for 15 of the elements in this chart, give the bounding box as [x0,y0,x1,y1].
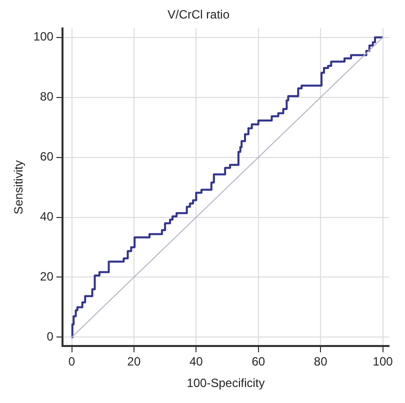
y-tick-label: 80 [40,90,54,104]
x-tick-label: 40 [189,354,204,369]
y-axis-title: Sensitivity [12,160,26,214]
y-tick-label: 60 [40,150,54,164]
y-tick-label: 20 [40,270,54,284]
x-axis-title: 100-Specificity [186,376,265,390]
y-tick-label: 40 [40,210,54,224]
x-tick-label: 80 [314,354,328,369]
x-tick-label: 20 [127,354,141,369]
x-tick-label: 60 [252,354,266,369]
x-tick-label: 100 [372,354,394,369]
chart-title: V/CrCl ratio [167,8,230,22]
y-tick-label: 100 [33,30,54,44]
y-tick-label: 0 [46,330,54,344]
x-tick-label: 0 [68,354,76,369]
